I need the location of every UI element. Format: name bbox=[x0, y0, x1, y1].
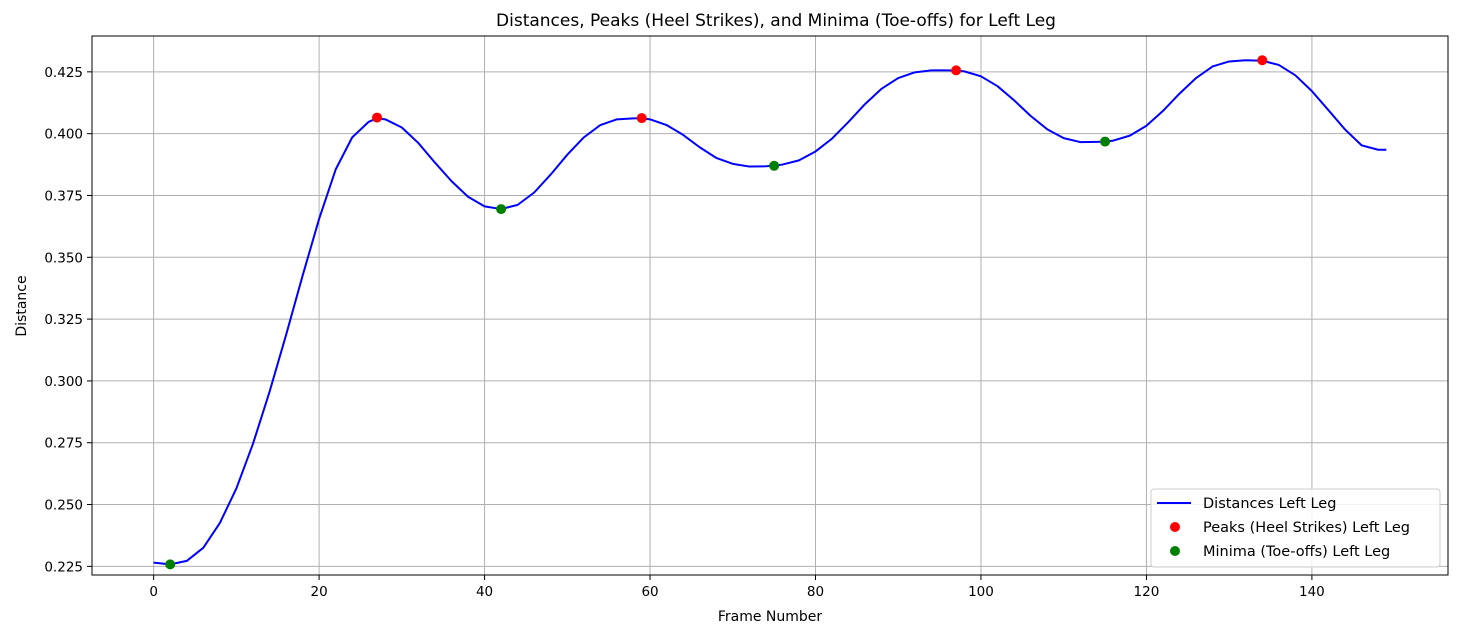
peak-point bbox=[1257, 55, 1268, 66]
plot-frame bbox=[91, 35, 1449, 576]
y-axis-label: Distance bbox=[14, 275, 30, 336]
minimum-point bbox=[496, 204, 507, 215]
legend-peak-swatch bbox=[1170, 522, 1180, 532]
legend: Distances Left Leg Peaks (Heel Strikes) … bbox=[1150, 488, 1441, 568]
y-tick-label: 0.250 bbox=[44, 498, 83, 514]
peak-point bbox=[372, 112, 383, 123]
x-axis-label: Frame Number bbox=[718, 609, 823, 625]
minimum-point bbox=[1100, 136, 1111, 147]
legend-entry-minima: Minima (Toe-offs) Left Leg bbox=[1203, 544, 1390, 560]
legend-entry-distances: Distances Left Leg bbox=[1203, 496, 1336, 512]
x-tick-label: 120 bbox=[1134, 584, 1160, 600]
x-tick-label: 60 bbox=[641, 584, 658, 600]
peak-point bbox=[636, 113, 647, 124]
legend-box bbox=[1150, 488, 1441, 568]
y-tick-label: 0.325 bbox=[44, 312, 83, 328]
x-tick-label: 0 bbox=[149, 584, 158, 600]
legend-minima-swatch bbox=[1170, 546, 1180, 556]
marker-series bbox=[165, 55, 1268, 570]
y-tick-label: 0.225 bbox=[44, 559, 83, 575]
y-tick-label: 0.375 bbox=[44, 188, 83, 204]
peak-point bbox=[951, 65, 962, 76]
x-tick-label: 140 bbox=[1299, 584, 1325, 600]
minimum-point bbox=[769, 160, 780, 171]
y-tick-label: 0.275 bbox=[44, 436, 83, 452]
minimum-point bbox=[165, 559, 176, 570]
legend-entry-peaks: Peaks (Heel Strikes) Left Leg bbox=[1203, 520, 1410, 536]
y-axis: 0.225 0.250 0.275 0.300 0.325 0.350 0.375 0.400… bbox=[44, 65, 92, 575]
y-tick-label: 0.300 bbox=[44, 374, 83, 390]
y-tick-label: 0.425 bbox=[44, 65, 83, 81]
x-tick-label: 20 bbox=[311, 584, 328, 600]
y-tick-label: 0.350 bbox=[44, 250, 83, 266]
x-tick-label: 80 bbox=[807, 584, 824, 600]
chart-title: Distances, Peaks (Heel Strikes), and Min… bbox=[496, 11, 1056, 31]
y-tick-label: 0.400 bbox=[44, 127, 83, 143]
x-tick-label: 40 bbox=[476, 584, 493, 600]
x-tick-label: 100 bbox=[968, 584, 994, 600]
x-axis: 0 20 40 60 80 100 120 140 bbox=[149, 575, 1325, 600]
